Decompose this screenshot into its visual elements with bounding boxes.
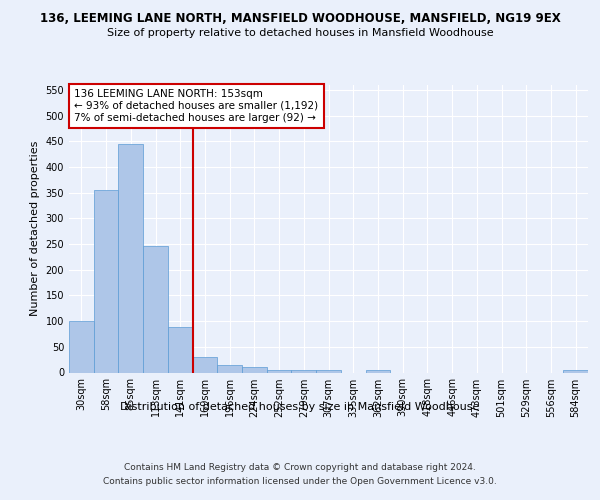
Bar (242, 368, 267, 372)
Text: Distribution of detached houses by size in Mansfield Woodhouse: Distribution of detached houses by size … (121, 402, 479, 412)
Bar (193, 357, 217, 372)
Bar (94, 190, 118, 372)
Text: Size of property relative to detached houses in Mansfield Woodhouse: Size of property relative to detached ho… (107, 28, 493, 38)
Y-axis label: Number of detached properties: Number of detached properties (30, 141, 40, 316)
Text: 136 LEEMING LANE NORTH: 153sqm
← 93% of detached houses are smaller (1,192)
7% o: 136 LEEMING LANE NORTH: 153sqm ← 93% of … (74, 90, 319, 122)
Bar (217, 366, 242, 372)
Text: Contains public sector information licensed under the Open Government Licence v3: Contains public sector information licen… (103, 478, 497, 486)
Text: Contains HM Land Registry data © Crown copyright and database right 2024.: Contains HM Land Registry data © Crown c… (124, 462, 476, 471)
Bar (365, 370, 390, 372)
Bar (316, 370, 341, 372)
Text: 136, LEEMING LANE NORTH, MANSFIELD WOODHOUSE, MANSFIELD, NG19 9EX: 136, LEEMING LANE NORTH, MANSFIELD WOODH… (40, 12, 560, 26)
Bar (69, 320, 94, 372)
Bar (143, 246, 168, 372)
Bar (563, 370, 588, 372)
Bar (292, 370, 316, 372)
Bar (118, 144, 143, 372)
Bar (168, 327, 193, 372)
Bar (267, 370, 292, 372)
